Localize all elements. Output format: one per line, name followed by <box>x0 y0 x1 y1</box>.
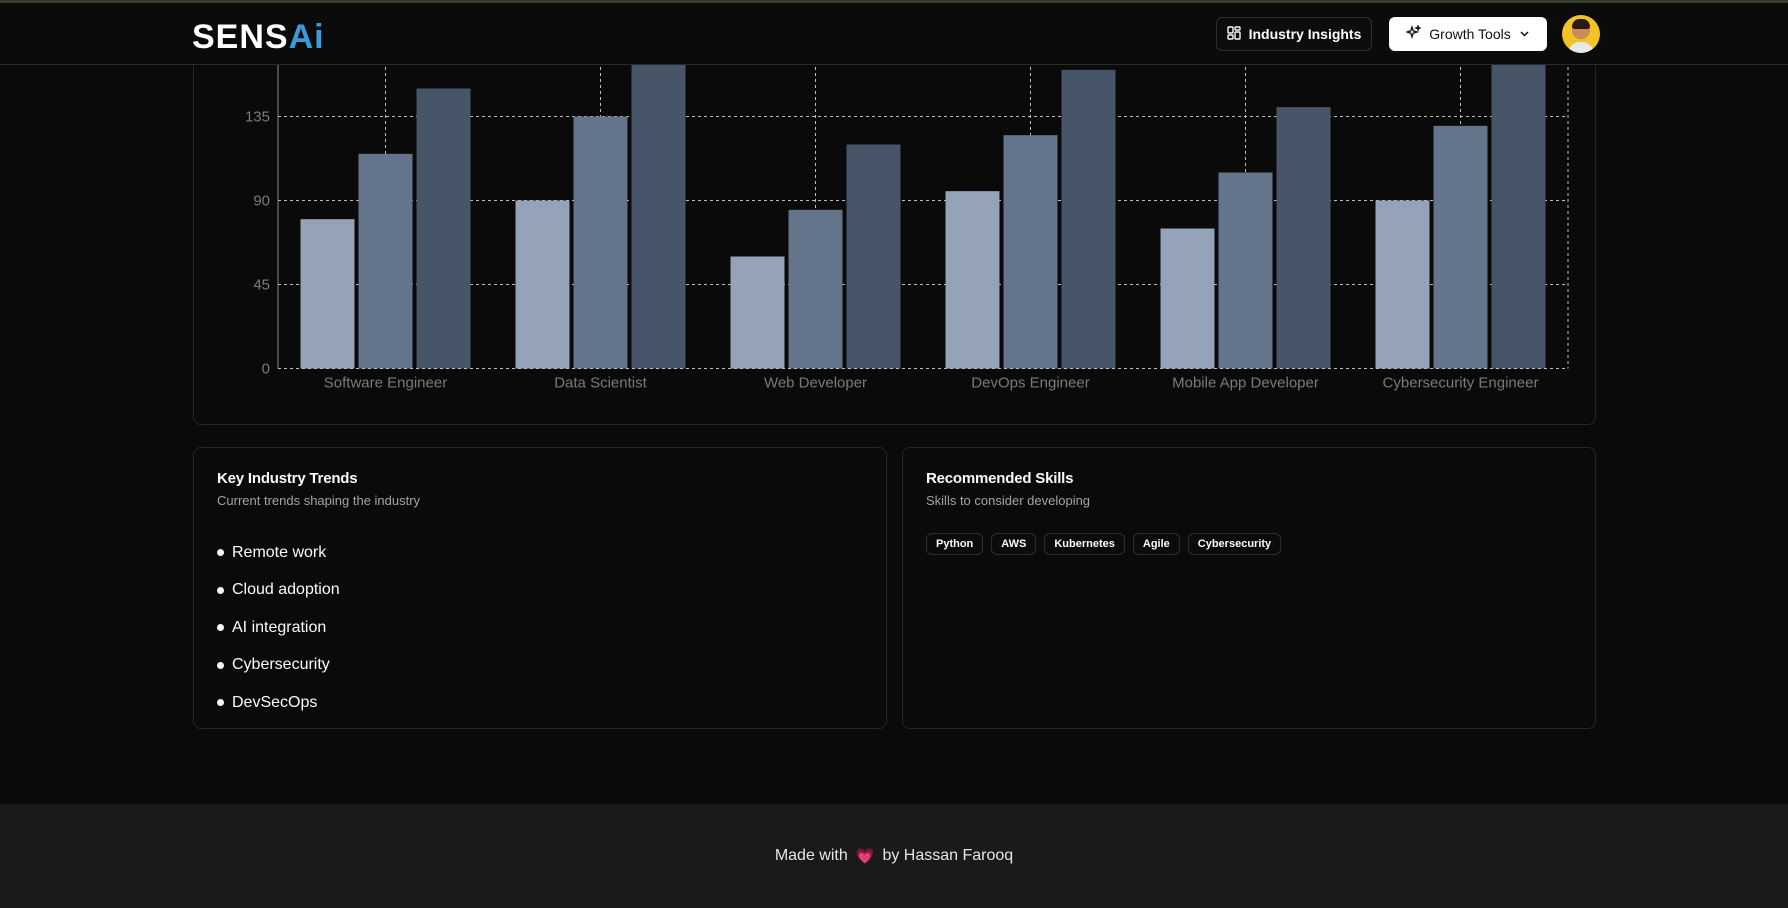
key-industry-trends-card: Key Industry Trends Current trends shapi… <box>193 447 887 729</box>
bar <box>788 209 843 369</box>
growth-tools-label: Growth Tools <box>1429 26 1511 42</box>
footer-author: by Hassan Farooq <box>882 847 1014 864</box>
bullet-icon <box>217 699 224 707</box>
top-accent-line <box>0 0 1788 3</box>
industry-insights-button[interactable]: Industry Insights <box>1216 17 1372 51</box>
x-tick-label: Data Scientist <box>554 375 647 392</box>
salary-chart-card: 0 45 90 135 Software Engineer Data Scientist W… <box>193 30 1596 425</box>
y-tick-label: 90 <box>253 193 270 210</box>
skill-badge: Kubernetes <box>1044 533 1125 555</box>
bar <box>945 191 1000 369</box>
y-tick-label: 45 <box>253 277 270 294</box>
growth-tools-dropdown[interactable]: Growth Tools <box>1389 17 1547 51</box>
chevron-down-icon <box>1519 26 1530 42</box>
sparkles-icon <box>1405 23 1423 43</box>
x-tick-label: Mobile App Developer <box>1172 375 1319 392</box>
bar <box>1491 41 1546 369</box>
trends-list: Remote work Cloud adoption AI integratio… <box>217 534 340 722</box>
bullet-icon <box>217 661 224 669</box>
bullet-icon <box>217 549 224 557</box>
bar <box>573 116 628 369</box>
sensai-logo[interactable]: SENSAi <box>192 18 325 56</box>
skill-badge: Cybersecurity <box>1187 533 1282 555</box>
industry-insights-label: Industry Insights <box>1248 26 1362 42</box>
bar <box>1003 135 1058 369</box>
bar <box>1433 125 1488 369</box>
list-item: Cloud adoption <box>217 572 340 610</box>
salary-bar-chart: 0 45 90 135 Software Engineer Data Scientist W… <box>245 31 1569 392</box>
skill-badge: Python <box>926 533 984 555</box>
list-item: AI integration <box>217 609 340 647</box>
skill-badge: AWS <box>991 533 1037 555</box>
list-item: Remote work <box>217 534 340 572</box>
x-tick-label: Software Engineer <box>324 375 447 392</box>
bar <box>300 219 355 369</box>
bar <box>416 88 471 369</box>
bar <box>846 144 901 369</box>
user-avatar[interactable] <box>1562 15 1600 53</box>
bullet-icon <box>217 624 224 632</box>
dashboard-icon <box>1226 25 1241 43</box>
x-tick-label: Cybersecurity Engineer <box>1383 375 1539 392</box>
bar <box>631 51 686 369</box>
top-navbar: SENSAi Industry Insights Growth Tools <box>0 3 1788 65</box>
bullet-icon <box>217 586 224 594</box>
skills-badges: Python AWS Kubernetes Agile Cybersecurit… <box>926 533 1282 555</box>
list-item: Cybersecurity <box>217 647 340 685</box>
trends-title: Key Industry Trends <box>217 470 358 487</box>
y-tick-label: 135 <box>245 109 270 126</box>
page-footer: Made with 💗 by Hassan Farooq <box>0 804 1788 908</box>
heart-icon: 💗 <box>855 848 875 865</box>
bar <box>1061 69 1116 369</box>
bar <box>1375 200 1430 369</box>
list-item: DevSecOps <box>217 684 340 722</box>
skill-badge: Agile <box>1132 533 1180 555</box>
recommended-skills-card: Recommended Skills Skills to consider de… <box>902 447 1596 729</box>
bar <box>1160 228 1215 369</box>
bar <box>358 153 413 369</box>
bar <box>515 200 570 369</box>
skills-subtitle: Skills to consider developing <box>926 493 1091 508</box>
x-tick-label: Web Developer <box>764 375 867 392</box>
trends-subtitle: Current trends shaping the industry <box>217 493 421 508</box>
bar <box>730 256 785 369</box>
skills-title: Recommended Skills <box>926 470 1074 487</box>
y-tick-label: 0 <box>262 361 270 378</box>
x-tick-label: DevOps Engineer <box>971 375 1089 392</box>
footer-prefix: Made with <box>774 847 848 864</box>
bar <box>1276 107 1331 369</box>
bar <box>1218 172 1273 369</box>
